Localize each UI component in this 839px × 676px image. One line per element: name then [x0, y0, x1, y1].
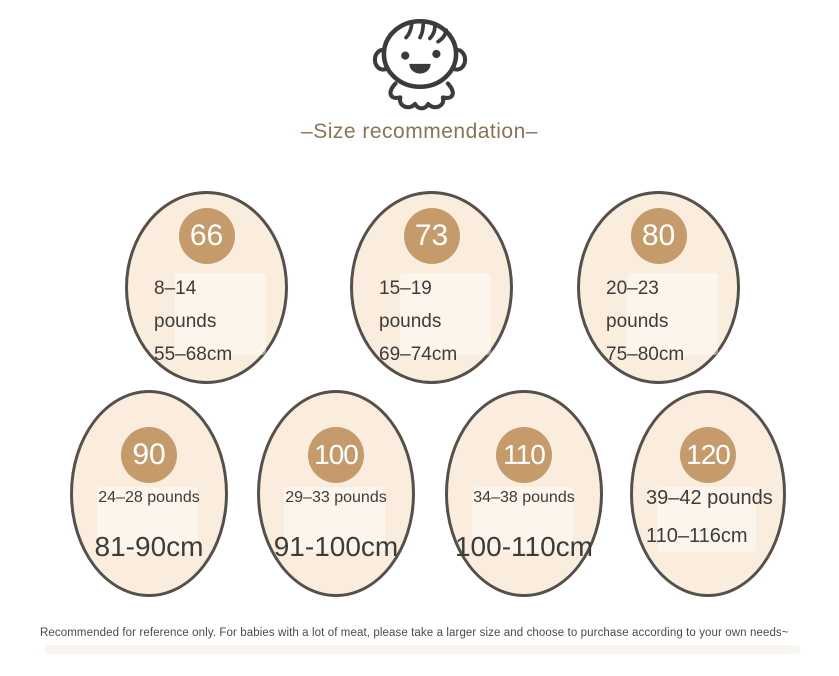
weight-unit: pounds [154, 311, 217, 332]
footer-note: Recommended for reference only. For babi… [40, 627, 789, 639]
size-card-66: 66 8–14 pounds 55–68cm [125, 191, 288, 384]
weight-range: 15–19 [379, 278, 432, 299]
size-card-120: 120 39–42 pounds 110–116cm [630, 390, 786, 597]
weight-range: 34–38 pounds [473, 489, 575, 506]
size-details: 20–23 pounds 75–80cm [606, 272, 684, 371]
size-badge: 90 [121, 427, 177, 483]
size-badge: 120 [680, 427, 736, 483]
size-card-90: 90 24–28 pounds 81-90cm [70, 390, 228, 597]
size-card-80: 80 20–23 pounds 75–80cm [577, 191, 740, 384]
size-card-73: 73 15–19 pounds 69–74cm [350, 191, 513, 384]
height-range: 81-90cm [94, 531, 204, 562]
text-highlight [175, 272, 267, 355]
size-badge: 66 [178, 208, 235, 264]
size-card-100: 100 29–33 pounds 91-100cm [257, 390, 415, 597]
text-highlight [400, 272, 492, 355]
size-badge: 110 [496, 427, 552, 483]
weight-unit: pounds [379, 311, 442, 332]
height-range: 110–116cm [646, 525, 748, 547]
text-highlight [627, 272, 719, 355]
weight-range: 8–14 [154, 278, 197, 299]
weight-range: 24–28 pounds [98, 489, 200, 506]
height-range: 100-110cm [454, 531, 593, 562]
weight-range: 20–23 [606, 278, 659, 299]
text-highlight [657, 487, 756, 552]
size-details: 8–14 pounds 55–68cm [154, 272, 232, 371]
text-highlight [97, 487, 198, 552]
height-range: 69–74cm [379, 344, 458, 365]
height-range: 75–80cm [606, 344, 685, 365]
size-badge: 80 [630, 208, 687, 264]
faint-divider [45, 645, 800, 654]
page-title: –Size recommendation– [301, 120, 538, 143]
baby-face-icon [0, 13, 839, 113]
weight-unit: pounds [606, 311, 669, 332]
height-range: 91-100cm [273, 531, 399, 562]
weight-range: 39–42 pounds [646, 487, 773, 509]
size-card-110: 110 34–38 pounds 100-110cm [445, 390, 603, 597]
text-highlight [284, 487, 385, 552]
height-range: 55–68cm [154, 344, 233, 365]
size-details: 15–19 pounds 69–74cm [379, 272, 457, 371]
header: –Size recommendation– [0, 0, 839, 144]
text-highlight [472, 487, 573, 552]
size-badge: 73 [403, 208, 460, 264]
weight-range: 29–33 pounds [285, 489, 387, 506]
size-badge: 100 [308, 427, 364, 483]
